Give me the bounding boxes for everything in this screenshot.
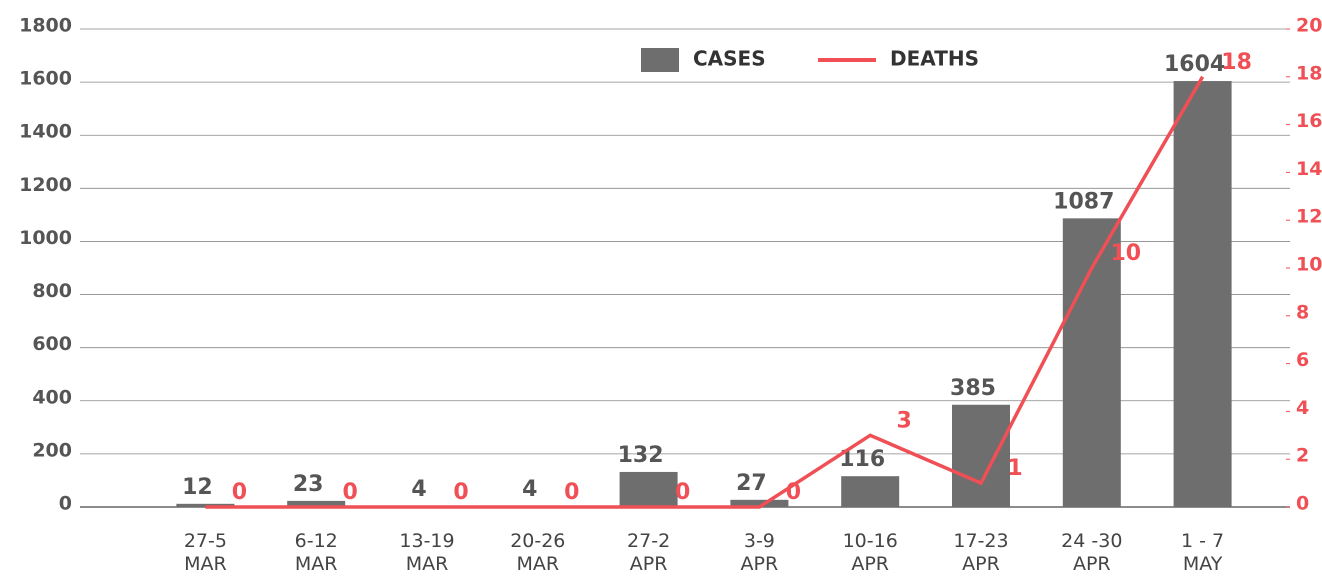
x-tick-label: 20-26 MAR [510, 530, 566, 575]
x-tick-label: 3-9 APR [740, 530, 779, 575]
bar-value-label: 385 [950, 376, 996, 401]
x-tick-label: 13-19 MAR [399, 530, 455, 575]
y-tick-label: 800 [32, 280, 72, 302]
y-tick-label: 400 [32, 386, 72, 408]
bar-value-label: 4 [522, 477, 537, 502]
x-tick-label: 24 -30 APR [1061, 530, 1123, 575]
line-value-label: 0 [564, 480, 579, 505]
line-value-label: 0 [343, 480, 358, 505]
y2-tick-label: 6 [1296, 349, 1309, 371]
line-value-label: 0 [453, 480, 468, 505]
bar-value-label: 4 [411, 477, 426, 502]
y-tick-label: 1000 [19, 227, 72, 249]
y-tick-label: 600 [32, 333, 72, 355]
line-value-label: 3 [897, 408, 912, 433]
y2-tick-label: 8 [1296, 301, 1309, 323]
bar [841, 476, 900, 507]
x-tick-label: 17-23 APR [953, 530, 1009, 575]
line-value-label: 0 [786, 480, 801, 505]
line-value-label: 18 [1221, 50, 1252, 75]
legend-swatch [641, 48, 679, 72]
death-line [205, 75, 1205, 509]
x-tick-label: 6-12 MAR [294, 530, 338, 575]
line-value-label: 0 [232, 480, 247, 505]
line-value-label: 10 [1110, 241, 1141, 266]
y2-tick-label: 2 [1296, 445, 1309, 467]
y2-tick-label: 0 [1296, 493, 1309, 515]
line-value-label: 0 [675, 480, 690, 505]
y-tick-label: 1400 [19, 121, 72, 143]
x-tick-label: 27-5 MAR [183, 530, 227, 575]
bar [287, 500, 346, 507]
y2-tick-label: 12 [1296, 206, 1322, 228]
y2-tick-label: 16 [1296, 110, 1322, 132]
y-tick-label: 1600 [19, 68, 72, 90]
bar-value-label: 23 [293, 472, 324, 497]
x-tick-label: 1 - 7 MAY [1181, 530, 1225, 575]
bar [952, 404, 1010, 507]
y2-tick-label: 18 [1296, 62, 1322, 84]
bar-value-label: 132 [618, 443, 664, 468]
y-tick-label: 1200 [19, 174, 72, 196]
y2-tick-label: 10 [1296, 254, 1322, 276]
bar-value-label: 1087 [1053, 189, 1114, 214]
line-value-label: 1 [1007, 456, 1022, 481]
bar-value-label: 1604 [1164, 52, 1225, 77]
bar [730, 499, 789, 507]
y2-tick-label: 20 [1296, 15, 1322, 37]
bar [619, 471, 678, 507]
y-tick-label: 200 [32, 439, 72, 461]
bar [1173, 81, 1232, 507]
legend-label: CASES [693, 47, 766, 71]
x-tick-label: 10-16 APR [842, 530, 898, 575]
y-tick-label: 0 [59, 493, 72, 515]
y2-tick-label: 4 [1296, 397, 1309, 419]
y2-tick-label: 14 [1296, 158, 1322, 180]
x-tick-label: 27-2 APR [627, 530, 671, 575]
bar-value-label: 12 [182, 475, 213, 500]
bar-value-label: 27 [736, 471, 767, 496]
y-tick-label: 1800 [19, 15, 72, 37]
legend-label: DEATHS [890, 47, 979, 71]
